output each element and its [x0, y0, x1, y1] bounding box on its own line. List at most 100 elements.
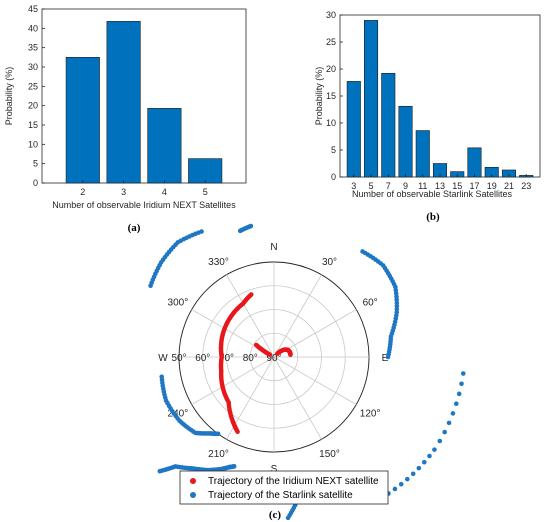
starlink-trajectory-point	[421, 459, 427, 465]
legend-marker-iridium	[190, 478, 196, 484]
starlink-trajectory-point	[231, 464, 237, 469]
chart-b-xtick-label: 5	[369, 181, 374, 191]
chart-a-bar-4	[147, 108, 182, 184]
chart-a-ytick-label: 40	[28, 23, 38, 33]
chart-b-caption: (b)	[426, 211, 440, 223]
starlink-trajectory-point	[427, 453, 432, 459]
chart-a-xtick-label: 4	[162, 187, 167, 197]
polar-angle-label: E	[382, 353, 389, 364]
starlink-trajectory-point	[446, 420, 452, 426]
chart-a-ytick-label: 15	[28, 120, 38, 130]
starlink-trajectory-point	[248, 223, 254, 229]
iridium-trajectory-point	[235, 429, 240, 435]
polar-angle-label: N	[270, 242, 277, 253]
starlink-trajectory-point	[215, 431, 221, 437]
starlink-trajectory-point	[454, 401, 459, 407]
chart-a-axes-frame	[41, 8, 247, 184]
polar-radial-label: 90°	[266, 353, 281, 364]
starlink-trajectory-point	[460, 371, 466, 376]
polar-grid-spoke	[273, 356, 357, 405]
polar-angle-label: S	[271, 464, 278, 475]
chart-b-ytick-label: 10	[326, 118, 336, 128]
chart-b-ytick-label: 25	[326, 37, 336, 47]
chart-b-bar-3	[346, 81, 361, 178]
chart-a-ytick-label: 45	[28, 4, 38, 14]
polar-angle-label: 150°	[319, 449, 340, 460]
chart-b-ytick-label: 30	[326, 10, 336, 20]
chart-a-ytick-label: 10	[28, 139, 38, 149]
chart-a-ytick-label: 5	[33, 159, 38, 169]
chart-a-bar-2	[65, 57, 100, 184]
chart-b-xtick-label: 9	[403, 181, 408, 191]
chart-a-xtick-label: 3	[121, 187, 126, 197]
polar-angle-label: 300°	[168, 298, 189, 309]
starlink-trajectory-point	[437, 438, 443, 444]
chart-a-bar-3	[106, 21, 141, 184]
polar-grid-spoke	[273, 274, 322, 358]
starlink-trajectory-point	[398, 481, 404, 487]
legend-marker-starlink	[190, 492, 196, 498]
polar-radial-label: 70°	[219, 353, 234, 364]
chart-b-ytick-label: 0	[331, 172, 336, 182]
chart-b-bar-17	[467, 147, 482, 178]
chart-b-xtick-label: 7	[386, 181, 391, 191]
chart-a-ytick-label: 30	[28, 62, 38, 72]
starlink-trajectory-point	[404, 476, 410, 482]
chart-b-xtick-label: 19	[487, 181, 497, 191]
chart-b-ylabel: Probability (%)	[314, 67, 324, 126]
chart-b-xtick-label: 11	[418, 181, 427, 191]
starlink-trajectory-point	[456, 391, 462, 397]
chart-b-xtick-label: 3	[351, 181, 356, 191]
starlink-trajectory-point	[459, 381, 464, 387]
legend-label-starlink: Trajectory of the Starlink satellite	[208, 490, 353, 501]
polar-angle-label: 60°	[363, 298, 378, 309]
chart-b-bar-7	[381, 73, 396, 178]
chart-b-ytick-label: 20	[326, 64, 336, 74]
polar-angle-label: 240°	[168, 409, 189, 420]
chart-b-bar-5	[364, 20, 379, 178]
chart-a-bar-5	[188, 158, 223, 184]
polar-angle-label: 120°	[360, 409, 381, 420]
chart-a-ytick-label: 25	[28, 81, 38, 91]
polar-radial-label: 60°	[195, 353, 210, 364]
chart-a-ytick-label: 20	[28, 101, 38, 111]
chart-b-ytick-label: 5	[331, 145, 336, 155]
starlink-trajectory-point	[450, 411, 456, 416]
chart-a-ylabel: Probability (%)	[4, 67, 14, 126]
legend-label-iridium: Trajectory of the Iridium NEXT satellite	[208, 476, 379, 487]
chart-a-xlabel: Number of observable Iridium NEXT Satell…	[52, 200, 236, 210]
chart-b-ytick-label: 15	[326, 91, 336, 101]
polar-angle-label: W	[158, 353, 168, 364]
chart-a-ytick-label: 35	[28, 43, 38, 53]
polar-angle-label: 210°	[208, 449, 229, 460]
polar-grid-spoke	[226, 274, 275, 358]
starlink-trajectory-point	[199, 229, 204, 234]
starlink-trajectory-point	[392, 486, 398, 492]
chart-b-bar-9	[398, 105, 413, 178]
starlink-trajectory-point	[385, 354, 391, 360]
chart-c-legend: Trajectory of the Iridium NEXT satellite…	[179, 470, 389, 505]
chart-a-ytick-label: 0	[33, 178, 38, 188]
starlink-trajectory-point	[442, 429, 447, 435]
iridium-trajectory-point	[288, 352, 293, 357]
polar-radial-label: 50°	[171, 353, 186, 364]
iridium-trajectory-point	[253, 342, 259, 348]
chart-b-xlabel: Number of observable Starlink Satellites	[352, 189, 513, 199]
polar-grid-spoke	[273, 356, 322, 440]
polar-radial-label: 80°	[243, 353, 258, 364]
chart-b-xtick-label: 13	[435, 181, 445, 191]
chart-c-caption: (c)	[269, 509, 282, 521]
starlink-trajectory-point	[432, 447, 437, 452]
polar-angle-label: 30°	[322, 257, 337, 268]
chart-b-bar-11	[415, 130, 430, 178]
chart-b-xtick-label: 15	[452, 181, 462, 191]
chart-b-xtick-label: 17	[469, 181, 479, 191]
chart-b-xtick-label: 21	[504, 181, 514, 191]
chart-b-xtick-label: 23	[521, 181, 531, 191]
chart-a-xtick-label: 2	[80, 187, 85, 197]
chart-c-polar: N 30° 60° E 120° 150° S 210° 240° W 300° 330° 90° 80…	[148, 223, 466, 521]
polar-grid-spoke	[191, 356, 275, 405]
